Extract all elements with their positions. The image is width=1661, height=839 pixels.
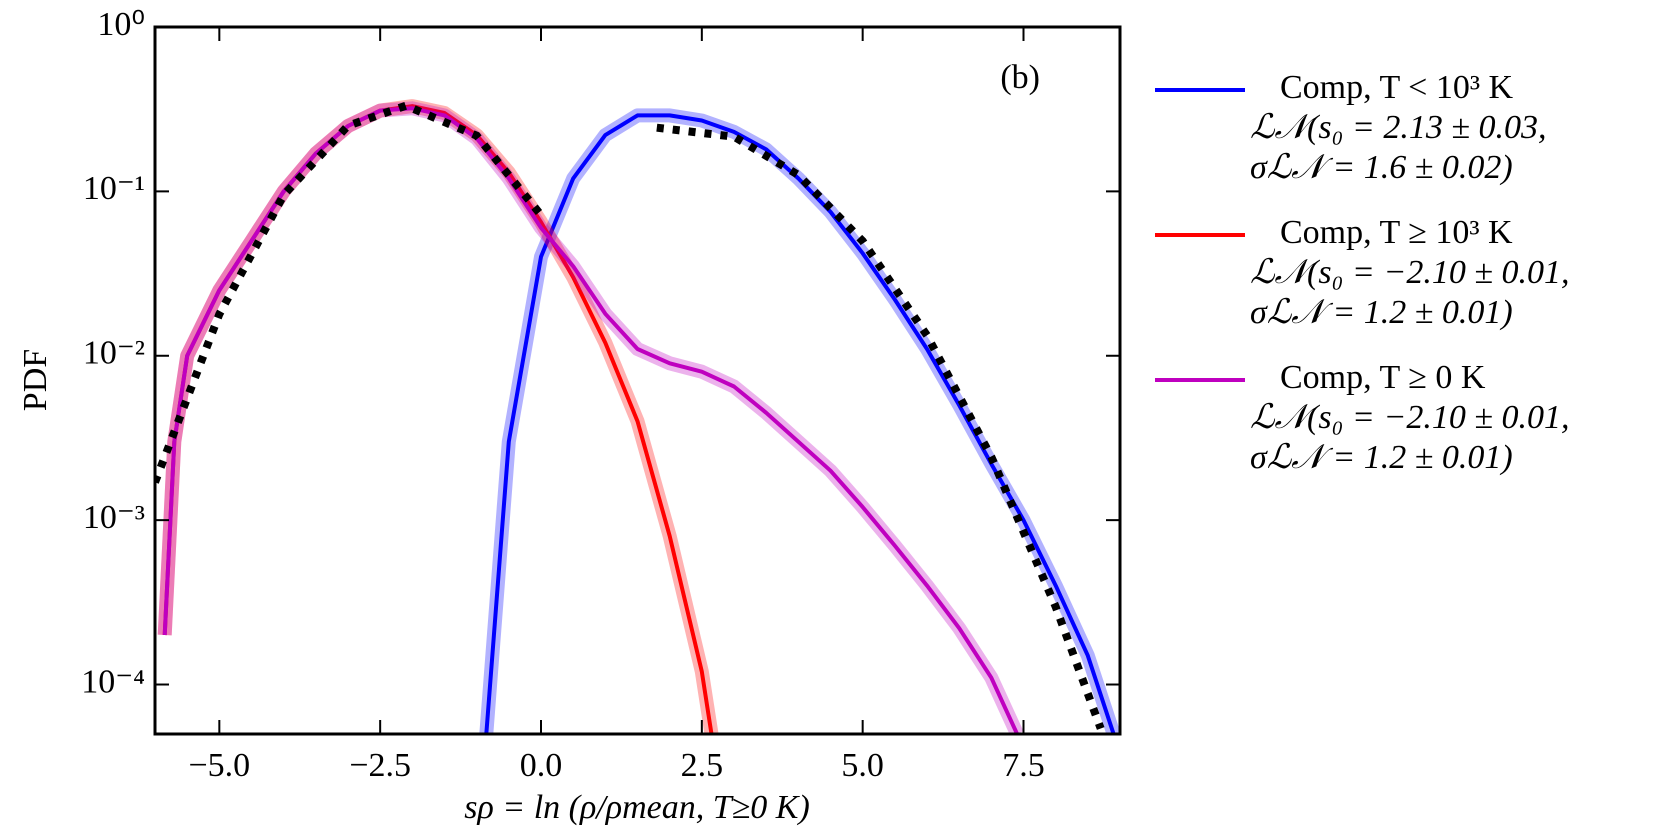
legend-fit: σℒ𝒩 = 1.6 ± 0.02)	[1250, 149, 1513, 186]
legend-fit: ℒ𝒩(s₀ = 2.13 ± 0.03,	[1250, 109, 1547, 146]
legend-fit: σℒ𝒩 = 1.2 ± 0.01)	[1250, 294, 1513, 331]
series-band	[157, 101, 1024, 734]
x-tick-label: 0.0	[520, 747, 563, 784]
y-tick-label: 10⁻²	[83, 335, 145, 372]
x-tick-label: −2.5	[349, 747, 411, 784]
series-line	[162, 106, 1019, 734]
y-axis-label: PDF	[17, 349, 54, 411]
x-tick-label: 5.0	[841, 747, 884, 784]
y-tick-label: 10⁻³	[83, 499, 145, 536]
y-tick-label: 10⁰	[97, 6, 145, 43]
fit-line	[656, 123, 1105, 730]
series-line	[484, 113, 1116, 734]
legend-label: Comp, T ≥ 10³ K	[1280, 214, 1513, 251]
x-axis-label: sρ = ln (ρ/ρmean, T≥0 K)	[464, 789, 810, 826]
legend-fit: ℒ𝒩(s₀ = −2.10 ± 0.01,	[1250, 254, 1569, 291]
y-tick-label: 10⁻¹	[83, 170, 145, 207]
legend-fit: ℒ𝒩(s₀ = −2.10 ± 0.01,	[1250, 399, 1569, 436]
x-tick-label: 7.5	[1002, 747, 1045, 784]
series-band	[479, 108, 1120, 734]
x-tick-label: −5.0	[188, 747, 250, 784]
x-tick-label: 2.5	[681, 747, 724, 784]
y-tick-label: 10⁻⁴	[81, 663, 145, 700]
legend-label: Comp, T ≥ 0 K	[1280, 359, 1486, 396]
annotation: (b)	[1000, 59, 1040, 96]
plot-frame	[153, 25, 1122, 736]
legend-fit: σℒ𝒩 = 1.2 ± 0.01)	[1250, 439, 1513, 476]
series-band	[157, 99, 719, 734]
fit-line	[155, 101, 545, 484]
legend-label: Comp, T < 10³ K	[1280, 69, 1514, 106]
